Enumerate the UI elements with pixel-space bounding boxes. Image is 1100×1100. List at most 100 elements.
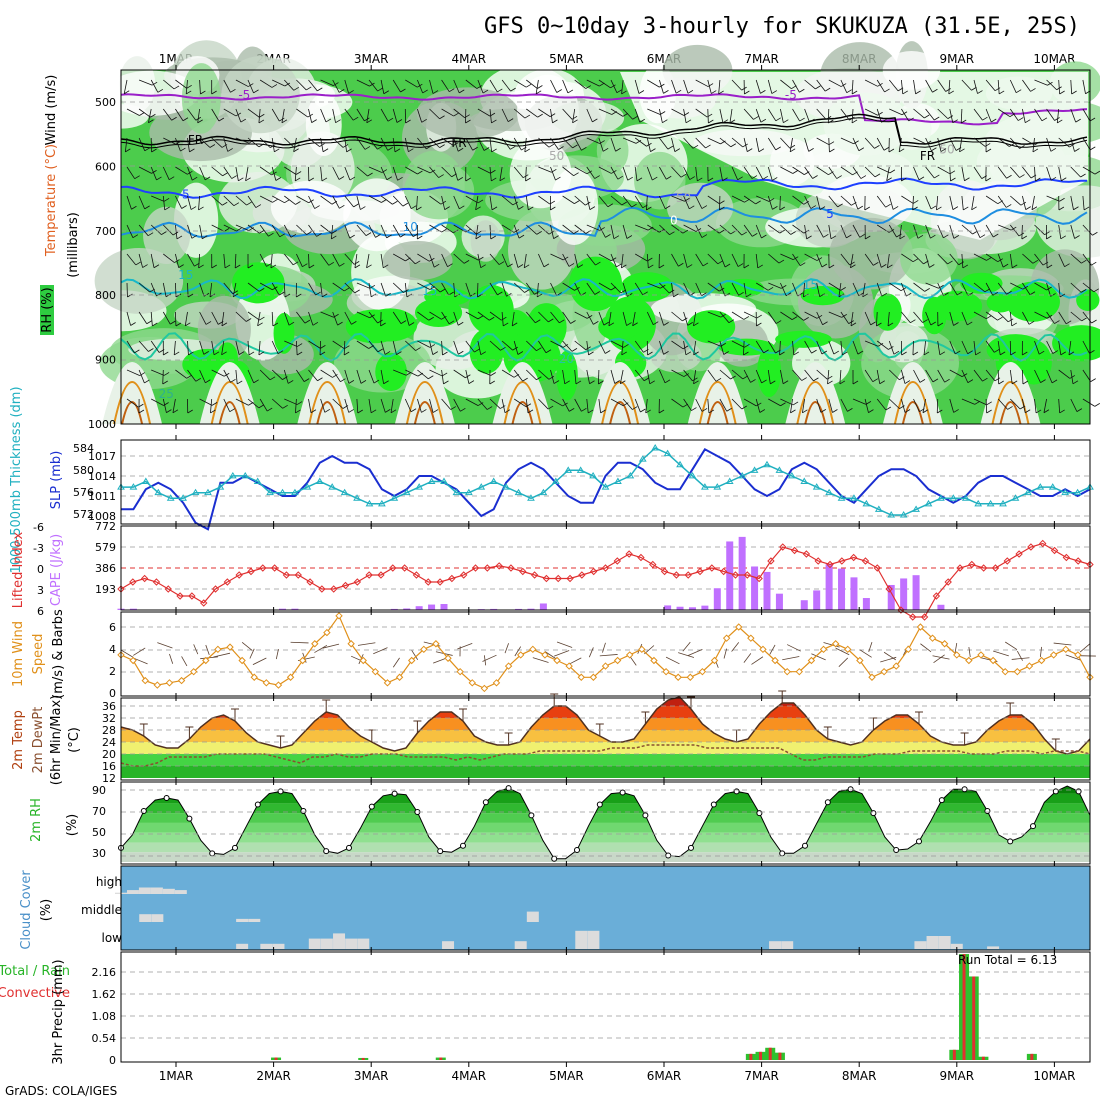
- wind-barb-flag: [213, 351, 220, 356]
- wind-barb-10m: [954, 642, 958, 654]
- wind-barb: [671, 398, 684, 408]
- li-marker: [708, 564, 716, 572]
- li-marker: [318, 585, 326, 593]
- wind-barb-flag: [194, 262, 200, 267]
- wind-barb: [683, 340, 687, 355]
- wind-barb-10m: [588, 647, 594, 658]
- thickness-marker: [589, 471, 597, 479]
- thickness-marker: [489, 477, 498, 484]
- wind-barb: [320, 282, 323, 297]
- wind-barb-flag: [1050, 147, 1057, 152]
- wind-barb: [804, 195, 812, 209]
- wind-barb: [828, 311, 842, 318]
- wind-barb-flag: [610, 84, 616, 89]
- wind-barb-flag: [885, 203, 891, 208]
- wind-barb-flag: [799, 117, 805, 122]
- cloud-level-label: high: [96, 875, 122, 889]
- wind-barb: [961, 282, 969, 296]
- wind-barb-10m: [787, 644, 801, 652]
- wind-barb: [1070, 369, 1074, 384]
- wind-barb: [767, 108, 777, 122]
- wind-barb-flag: [147, 232, 154, 237]
- wind-barb: [308, 340, 321, 349]
- wind-barb: [901, 311, 911, 323]
- wind-barb: [647, 224, 660, 233]
- isotherm-label: -5: [785, 88, 797, 102]
- wind-barb: [864, 340, 879, 347]
- thickness-marker: [1073, 488, 1082, 496]
- wind-barb: [320, 137, 324, 152]
- wind-barb-flag: [426, 145, 432, 150]
- thickness-marker: [216, 483, 225, 490]
- wind-barb-flag: [1007, 406, 1013, 410]
- wind-barb: [840, 398, 848, 412]
- wind-barb: [562, 340, 573, 352]
- wind-barb: [659, 282, 670, 294]
- wind-barb-flag: [792, 170, 799, 174]
- wind-barb-flag: [394, 148, 401, 153]
- wind-tick: 6: [109, 621, 116, 634]
- wind-barb: [150, 166, 157, 181]
- thickness-marker: [750, 466, 759, 473]
- wind-barb-10m: [120, 649, 134, 658]
- thickness-marker: [937, 494, 945, 501]
- wind-barb: [1034, 398, 1037, 413]
- wind-barb-flag: [203, 351, 209, 355]
- li-marker: [329, 585, 338, 593]
- wind-barb-flag: [701, 408, 708, 412]
- wind-barb-flag: [652, 176, 658, 181]
- wind-barb-flag: [581, 407, 587, 412]
- wind-barb: [671, 369, 685, 377]
- wind-barb: [961, 398, 976, 405]
- wind-barb: [296, 311, 306, 324]
- wind-barb: [816, 253, 823, 268]
- precip-convective-bar: [962, 954, 966, 1060]
- wind-barb-flag: [1011, 380, 1018, 385]
- cloud-bar-low: [950, 943, 963, 949]
- wind-speed-marker: [686, 673, 694, 681]
- thickness-marker: [961, 494, 970, 501]
- thickness-marker: [850, 494, 858, 501]
- wind-barb-flag: [1059, 409, 1065, 414]
- wind-barb: [610, 340, 624, 348]
- wind-barb: [598, 79, 611, 89]
- wind-barb: [199, 79, 201, 94]
- rh-marker: [505, 785, 512, 792]
- wind-barb: [429, 79, 434, 94]
- wind-barb: [465, 79, 478, 89]
- temp-tick: 12: [102, 772, 116, 785]
- wind-barb: [937, 108, 949, 119]
- wind-barb-flag: [588, 351, 594, 356]
- rh-blob: [103, 70, 200, 116]
- wind-barb: [308, 253, 310, 269]
- wind-barb-flag: [648, 264, 654, 269]
- wind-barb-flag: [536, 231, 542, 235]
- wind-barb-flag: [649, 380, 655, 385]
- wind-barb-flag: [189, 148, 195, 153]
- rh-moist-blob: [687, 310, 736, 344]
- wind-barb-flag: [1091, 261, 1097, 266]
- wind-barb-flag: [268, 232, 274, 237]
- wind-barb: [538, 340, 547, 353]
- wind-barb-10m: [723, 648, 728, 659]
- wind-barb-flag: [1052, 350, 1059, 354]
- wind-barb-flag: [1046, 235, 1052, 240]
- precip-convective-bar: [361, 1057, 365, 1060]
- wind-barb: [574, 369, 577, 384]
- thickness-marker: [862, 499, 871, 507]
- wind-barb-flag: [457, 147, 464, 152]
- wind-barb: [429, 137, 440, 148]
- rh-marker: [368, 803, 375, 810]
- li-marker: [140, 574, 149, 583]
- pressure-tick: 900: [95, 354, 116, 367]
- wind-barb: [138, 195, 146, 210]
- li-marker: [731, 571, 740, 579]
- wind-barb: [380, 224, 387, 239]
- wind-barb: [1022, 282, 1031, 295]
- thickness-marker: [999, 499, 1007, 507]
- pressure-axis-label: (millibars): [66, 212, 81, 278]
- date-label: 7MAR: [744, 52, 779, 66]
- li-marker: [235, 571, 243, 579]
- wind-barb-flag: [553, 380, 560, 384]
- rh-moist-blob: [1005, 281, 1060, 322]
